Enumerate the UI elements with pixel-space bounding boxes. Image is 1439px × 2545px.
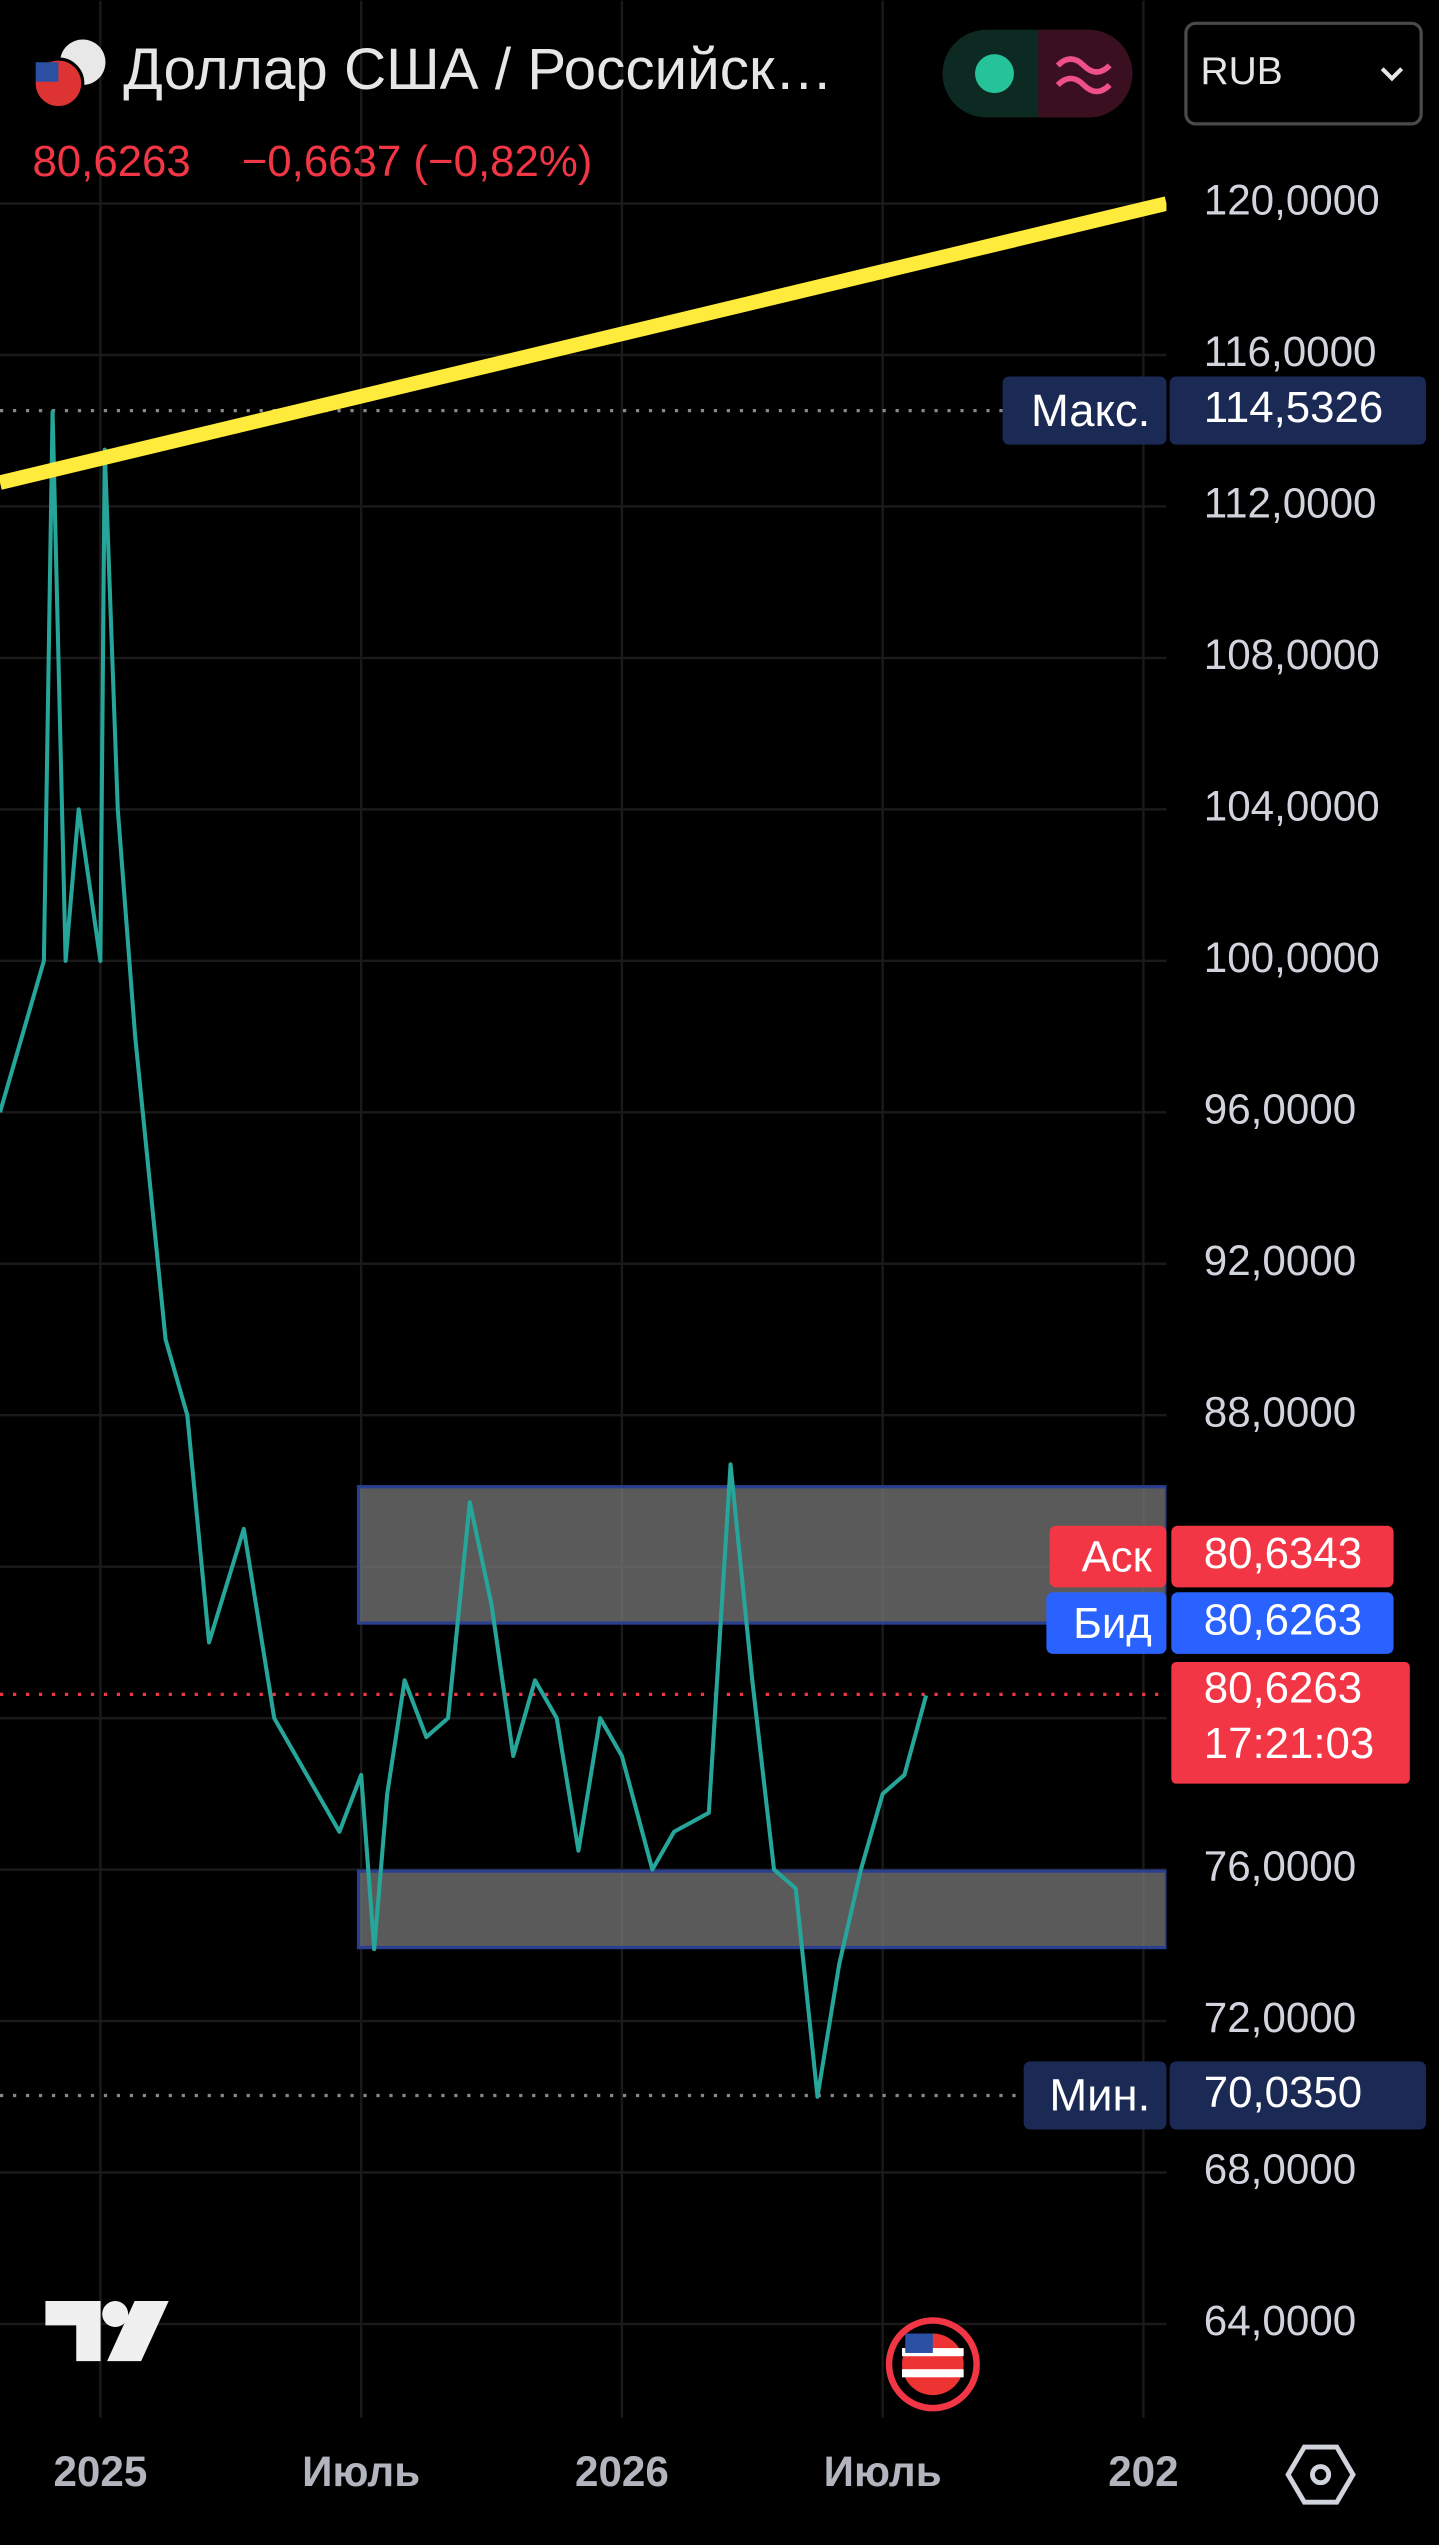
extreme-name: Макс. <box>1031 385 1150 436</box>
quote-value-box <box>1171 1592 1394 1654</box>
quote-name: Бид <box>1073 1599 1152 1648</box>
countdown: 17:21:03 <box>1204 1719 1374 1768</box>
logo-part <box>45 2301 101 2362</box>
currency-select[interactable] <box>1184 21 1423 126</box>
quote-name-box <box>1046 1592 1167 1654</box>
y-tick-label: 104,0000 <box>1204 783 1380 830</box>
symbol-title[interactable]: Доллар США / Российск… <box>123 37 833 102</box>
y-tick-label: 120,0000 <box>1204 177 1380 224</box>
event-flag-stripe <box>902 2369 964 2378</box>
flag-us-canton <box>35 62 59 82</box>
y-tick-label: 108,0000 <box>1204 631 1380 678</box>
y-tick-label: 88,0000 <box>1204 1388 1356 1435</box>
events-flag[interactable] <box>885 2317 980 2412</box>
extreme-value-box <box>1169 376 1427 445</box>
delayed-icon <box>1055 56 1112 95</box>
y-tick-label: 96,0000 <box>1204 1085 1356 1132</box>
status-toggle-right <box>1038 29 1133 118</box>
y-tick-label: 72,0000 <box>1204 1994 1356 2041</box>
y-tick-label: 76,0000 <box>1204 1843 1356 1890</box>
extreme-name-box <box>1023 2061 1167 2130</box>
logo-part <box>102 2301 129 2328</box>
x-tick-label: Июль <box>302 2448 420 2495</box>
quote-value: 80,6263 <box>1204 1596 1362 1645</box>
currency-label: RUB <box>1201 50 1283 93</box>
quote-name: Аск <box>1082 1532 1153 1581</box>
y-tick-label: 92,0000 <box>1204 1237 1356 1284</box>
x-tick-label: 2026 <box>575 2448 669 2495</box>
tv-logo <box>45 2301 169 2362</box>
trendline <box>0 196 1167 490</box>
market-open-dot <box>975 54 1014 94</box>
zone <box>356 1485 1167 1625</box>
price-line <box>0 409 929 2099</box>
extreme-value: 114,5326 <box>1204 383 1383 432</box>
settings-button[interactable] <box>1285 2444 1356 2505</box>
y-tick-label: 116,0000 <box>1204 328 1377 375</box>
logo-part <box>107 2301 169 2362</box>
extreme-name: Мин. <box>1049 2070 1150 2121</box>
y-tick-label: 68,0000 <box>1204 2146 1356 2193</box>
last-price-box <box>1171 1661 1410 1784</box>
extreme-value-box <box>1169 2061 1427 2130</box>
y-tick-label: 100,0000 <box>1204 934 1380 981</box>
y-tick-label: 112,0000 <box>1204 480 1377 527</box>
event-flag-canton <box>905 2333 933 2353</box>
settings-icon-center <box>1310 2464 1332 2486</box>
x-tick-label: 202 <box>1108 2448 1178 2495</box>
quote-value: 80,6343 <box>1204 1529 1362 1578</box>
extreme-name-box <box>1002 376 1167 445</box>
x-tick-label: Июль <box>824 2448 942 2495</box>
extreme-value: 70,0350 <box>1204 2068 1362 2117</box>
settings-icon[interactable] <box>1285 2444 1356 2505</box>
quote-value-box <box>1171 1525 1394 1588</box>
zone <box>356 1869 1167 1950</box>
header: Доллар США / Российск… 80,6263 −0,6637 (… <box>32 21 1423 186</box>
last-price: 80,6263 <box>32 137 190 186</box>
dropdown-arrow <box>1380 67 1404 82</box>
y-tick-label: 64,0000 <box>1204 2297 1356 2344</box>
price-change: −0,6637 (−0,82%) <box>242 137 593 186</box>
plot-area <box>0 0 1167 2418</box>
x-tick-label: 2025 <box>53 2448 147 2495</box>
axes: 120,0000 116,0000 112,0000 108,0000 104,0000… <box>53 177 1427 2495</box>
last-price-label: 80,6263 <box>1204 1664 1362 1713</box>
quote-name-box <box>1049 1525 1167 1588</box>
